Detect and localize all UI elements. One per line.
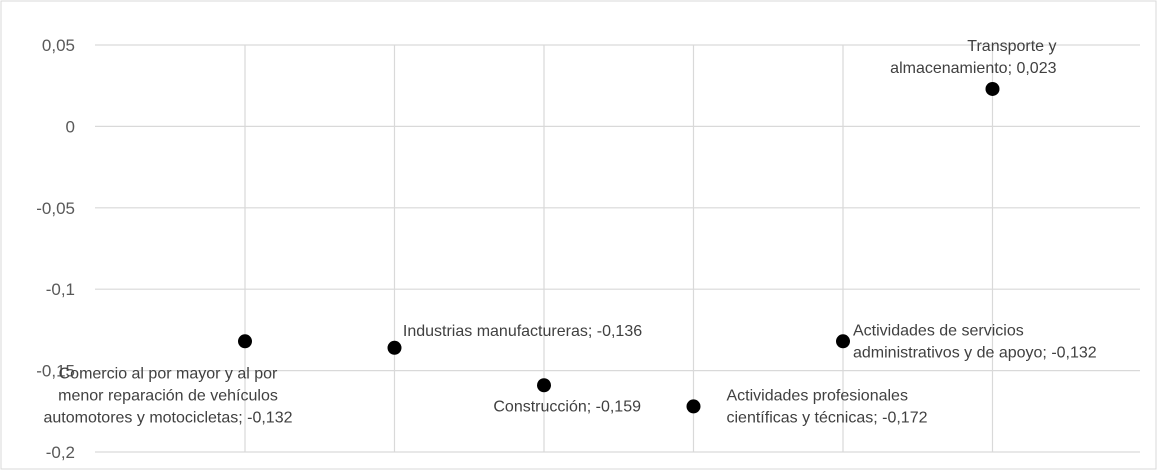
data-label-line: Transporte y xyxy=(967,38,1056,55)
data-label: Construcción; -0,159 xyxy=(493,398,641,415)
data-label-line: administrativos y de apoyo; -0,132 xyxy=(853,344,1097,361)
data-points xyxy=(238,81,1000,414)
data-point xyxy=(686,399,701,414)
data-point xyxy=(387,340,402,355)
data-label: Transporte y almacenamiento; 0,023 xyxy=(890,38,1056,77)
y-tick-label: 0,05 xyxy=(42,36,75,55)
data-label-line: científicas y técnicas; -0,172 xyxy=(727,409,928,426)
data-point xyxy=(238,334,252,349)
data-label-line: Comercio al por mayor y al por xyxy=(59,365,278,382)
y-tick-label: -0,2 xyxy=(46,443,75,462)
y-tick-label: -0,05 xyxy=(36,199,75,218)
y-tick-label: 0 xyxy=(66,117,75,136)
data-labels: Comercio al por mayor y al por menor repa… xyxy=(43,38,1096,426)
data-label-line: automotores y motocicletas; -0,132 xyxy=(43,409,292,426)
data-label-line: Construcción; -0,159 xyxy=(493,398,641,415)
data-label: Actividades profesionales científicas y t… xyxy=(727,387,928,426)
data-label: Industrias manufactureras; -0,136 xyxy=(403,323,642,340)
gridlines xyxy=(95,44,1140,453)
data-label: Actividades de servicios administrativos … xyxy=(853,322,1097,361)
data-label-line: menor reparación de vehículos xyxy=(58,387,278,404)
data-point xyxy=(985,81,1000,96)
y-tick-label: -0,1 xyxy=(46,280,75,299)
data-label: Comercio al por mayor y al por menor repa… xyxy=(43,365,292,426)
y-tick-label: -0,15 xyxy=(36,362,75,381)
data-point xyxy=(537,378,551,393)
data-point xyxy=(836,334,850,349)
data-label-line: Industrias manufactureras; -0,136 xyxy=(403,323,642,340)
data-label-line: almacenamiento; 0,023 xyxy=(890,60,1056,77)
y-axis-tick-labels: 0,05 0 -0,05 -0,1 -0,15 -0,2 xyxy=(36,36,75,462)
data-label-line: Actividades de servicios xyxy=(853,322,1024,339)
data-label-line: Actividades profesionales xyxy=(727,387,908,404)
